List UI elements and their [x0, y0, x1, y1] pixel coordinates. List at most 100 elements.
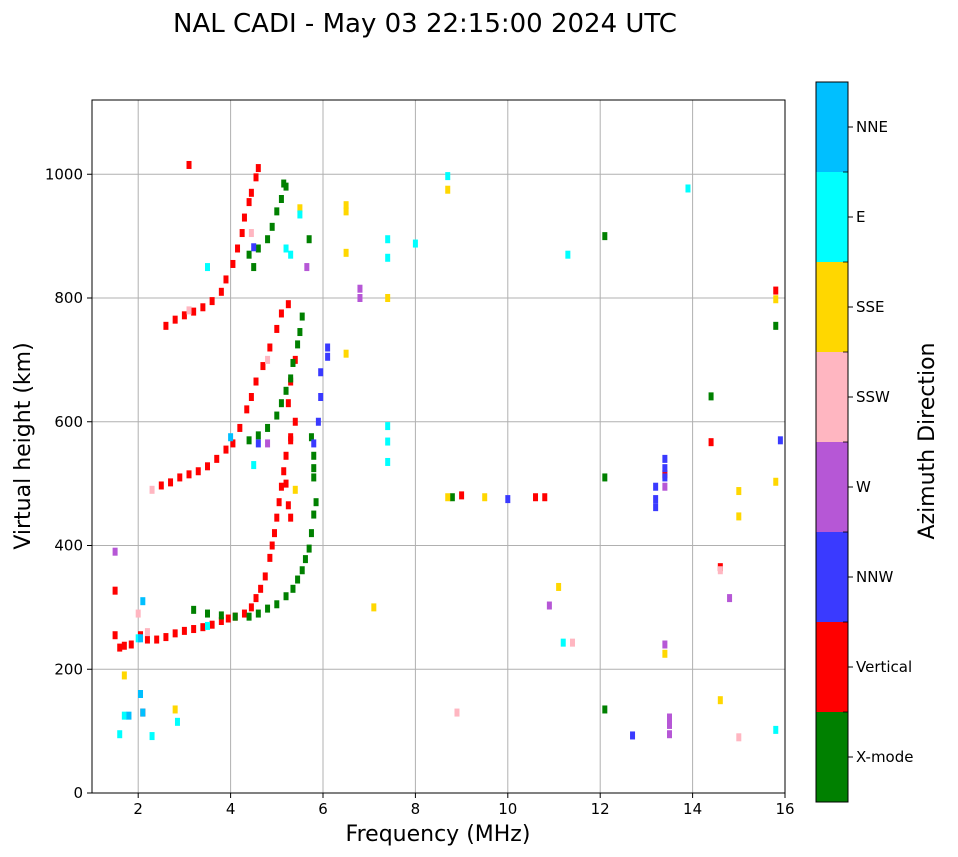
data-point-sse — [172, 705, 178, 714]
data-point-vertical — [276, 498, 282, 507]
data-point-vertical — [274, 324, 280, 333]
data-point-ssw — [248, 229, 254, 238]
data-point-x-mode — [232, 612, 238, 621]
data-point-e — [560, 638, 566, 647]
data-point-w — [357, 284, 363, 293]
data-point-w — [304, 263, 310, 272]
data-point-vertical — [158, 481, 164, 490]
y-tick-label: 600 — [54, 413, 83, 431]
data-point-nnw — [653, 495, 659, 504]
data-point-sse — [343, 349, 349, 358]
colorbar-segment — [816, 172, 848, 262]
data-point-x-mode — [295, 575, 301, 584]
data-point-sse — [736, 512, 742, 521]
data-point-sse — [385, 294, 391, 302]
grid-lines — [92, 100, 785, 793]
data-point-vertical — [128, 640, 134, 649]
data-point-x-mode — [191, 605, 197, 614]
data-point-vertical — [195, 467, 201, 476]
data-point-sse — [121, 671, 127, 680]
data-point-e — [121, 711, 127, 720]
data-point-nnw — [325, 343, 331, 352]
data-point-vertical — [112, 631, 118, 640]
data-point-vertical — [281, 467, 287, 476]
data-point-vertical — [248, 188, 254, 197]
data-point-w — [112, 547, 118, 556]
y-tick-label: 1000 — [45, 165, 83, 183]
data-point-x-mode — [602, 473, 608, 482]
data-point-vertical — [209, 620, 215, 629]
data-point-ssw — [144, 628, 150, 637]
data-point-e — [385, 457, 391, 466]
data-point-vertical — [181, 311, 187, 320]
data-point-nnw — [653, 482, 659, 491]
data-point-nnw — [777, 436, 783, 445]
data-point-nnw — [505, 495, 511, 504]
data-point-vertical — [253, 377, 259, 386]
data-point-vertical — [230, 439, 236, 448]
colorbar-frame — [815, 81, 849, 803]
data-point-x-mode — [602, 705, 608, 714]
data-point-vertical — [533, 493, 539, 502]
data-point-w — [667, 720, 672, 729]
data-point-vertical — [248, 393, 254, 401]
colorbar-segment — [816, 262, 848, 352]
data-point-e — [205, 263, 210, 272]
data-point-nnw — [311, 439, 317, 448]
data-point-vertical — [239, 229, 245, 238]
data-point-x-mode — [218, 611, 224, 620]
data-point-x-mode — [311, 451, 317, 460]
data-point-ssw — [265, 355, 271, 364]
data-point-vertical — [269, 541, 275, 550]
data-point-x-mode — [295, 340, 301, 349]
data-point-w — [667, 713, 672, 722]
chart-title: NAL CADI - May 03 22:15:00 2024 UTC — [173, 9, 677, 39]
colorbar: X-mode Vertical NNW W SSW SSE E NNE — [815, 81, 913, 803]
data-point-x-mode — [311, 473, 317, 482]
data-point-e — [385, 422, 391, 431]
data-point-w — [727, 594, 733, 603]
data-point-x-mode — [449, 493, 455, 502]
data-point-sse — [445, 493, 451, 502]
data-point-ssw — [454, 708, 460, 717]
data-point-x-mode — [274, 207, 280, 216]
data-point-vertical — [267, 343, 273, 352]
data-point-nnw — [318, 393, 324, 401]
data-point-vertical — [288, 433, 294, 442]
data-point-e — [412, 239, 418, 248]
data-point-e — [283, 244, 289, 253]
data-point-ssw — [717, 566, 723, 575]
data-point-e — [773, 725, 779, 734]
data-point-vertical — [225, 614, 231, 623]
data-point-vertical — [283, 451, 289, 460]
y-axis-ticks: 0 200 400 600 800 1000 — [45, 165, 92, 802]
data-point-x-mode — [265, 423, 271, 432]
data-point-vertical — [181, 626, 187, 635]
data-point-ssw — [569, 638, 575, 647]
data-point-sse — [445, 185, 451, 194]
data-point-x-mode — [306, 544, 312, 553]
data-point-x-mode — [278, 195, 284, 203]
data-point-nne — [140, 597, 146, 606]
data-point-vertical — [121, 641, 127, 650]
data-point-vertical — [200, 623, 206, 632]
data-point-vertical — [285, 300, 291, 309]
data-point-vertical — [177, 473, 183, 482]
data-point-sse — [773, 295, 779, 304]
data-point-vertical — [168, 478, 174, 487]
data-point-x-mode — [283, 592, 289, 601]
x-tick-label: 12 — [591, 800, 610, 818]
data-point-vertical — [241, 609, 247, 618]
data-point-e — [297, 210, 303, 219]
data-point-sse — [292, 485, 298, 494]
data-point-vertical — [288, 513, 294, 522]
data-point-vertical — [274, 513, 280, 522]
data-point-e — [174, 717, 180, 726]
colorbar-segment — [816, 712, 848, 802]
data-point-vertical — [154, 635, 160, 644]
data-point-x-mode — [265, 604, 271, 613]
data-point-sse — [343, 248, 349, 257]
data-point-e — [385, 437, 391, 446]
data-point-vertical — [237, 423, 243, 432]
